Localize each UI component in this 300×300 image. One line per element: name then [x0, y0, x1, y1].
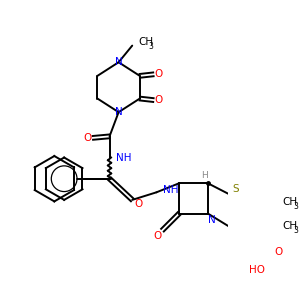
- Text: O: O: [134, 200, 142, 209]
- Text: CH: CH: [283, 221, 298, 231]
- Text: O: O: [154, 95, 163, 105]
- Text: 3: 3: [293, 226, 298, 236]
- Text: O: O: [275, 247, 283, 257]
- Text: S: S: [232, 184, 239, 194]
- Text: H: H: [201, 171, 208, 180]
- Text: O: O: [83, 133, 92, 143]
- Text: O: O: [153, 231, 161, 241]
- Text: CH: CH: [283, 197, 298, 207]
- Text: 3: 3: [293, 202, 298, 211]
- Text: HO: HO: [249, 265, 265, 275]
- Text: 3: 3: [149, 42, 154, 51]
- Text: N: N: [115, 107, 122, 117]
- Text: N: N: [115, 57, 122, 67]
- Text: N: N: [208, 214, 215, 225]
- Text: NH: NH: [163, 185, 179, 195]
- Text: O: O: [154, 69, 163, 79]
- Text: NH: NH: [116, 152, 131, 163]
- Text: CH: CH: [138, 37, 153, 47]
